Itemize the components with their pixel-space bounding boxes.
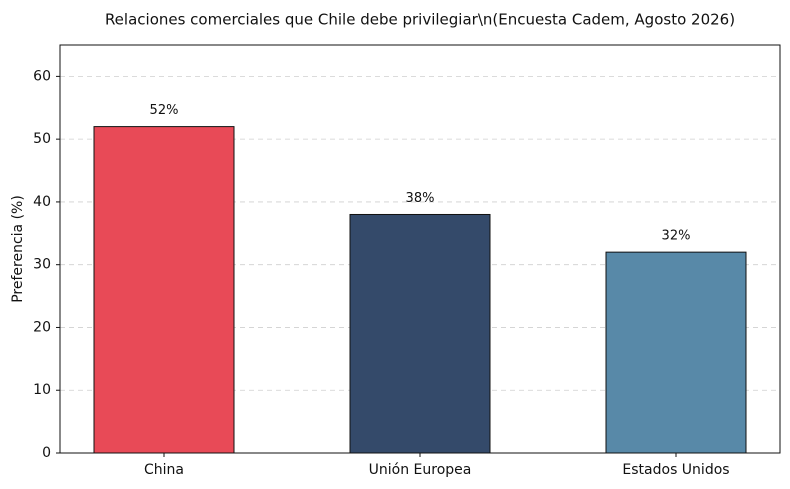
bar — [93, 126, 235, 454]
plot-frame — [59, 44, 781, 454]
x-tick-label: Unión Europea — [369, 462, 472, 478]
y-tick-label: 0 — [42, 445, 51, 461]
x-tick-label: China — [144, 462, 184, 478]
y-tick-label: 20 — [33, 319, 51, 335]
value-label: 52% — [150, 103, 179, 118]
bar — [605, 251, 747, 454]
y-tick-label: 40 — [33, 194, 51, 210]
y-tick-label: 60 — [33, 68, 51, 84]
y-tick-label: 50 — [33, 131, 51, 147]
x-tick-label: Estados Unidos — [622, 462, 729, 478]
y-tick-label: 10 — [33, 382, 51, 398]
value-label: 38% — [406, 191, 435, 206]
value-label: 32% — [662, 229, 691, 244]
y-axis-label: Preferencia (%) — [10, 195, 26, 303]
bar — [349, 213, 491, 454]
y-tick-label: 30 — [33, 257, 51, 273]
chart-title: Relaciones comerciales que Chile debe pr… — [105, 11, 735, 29]
